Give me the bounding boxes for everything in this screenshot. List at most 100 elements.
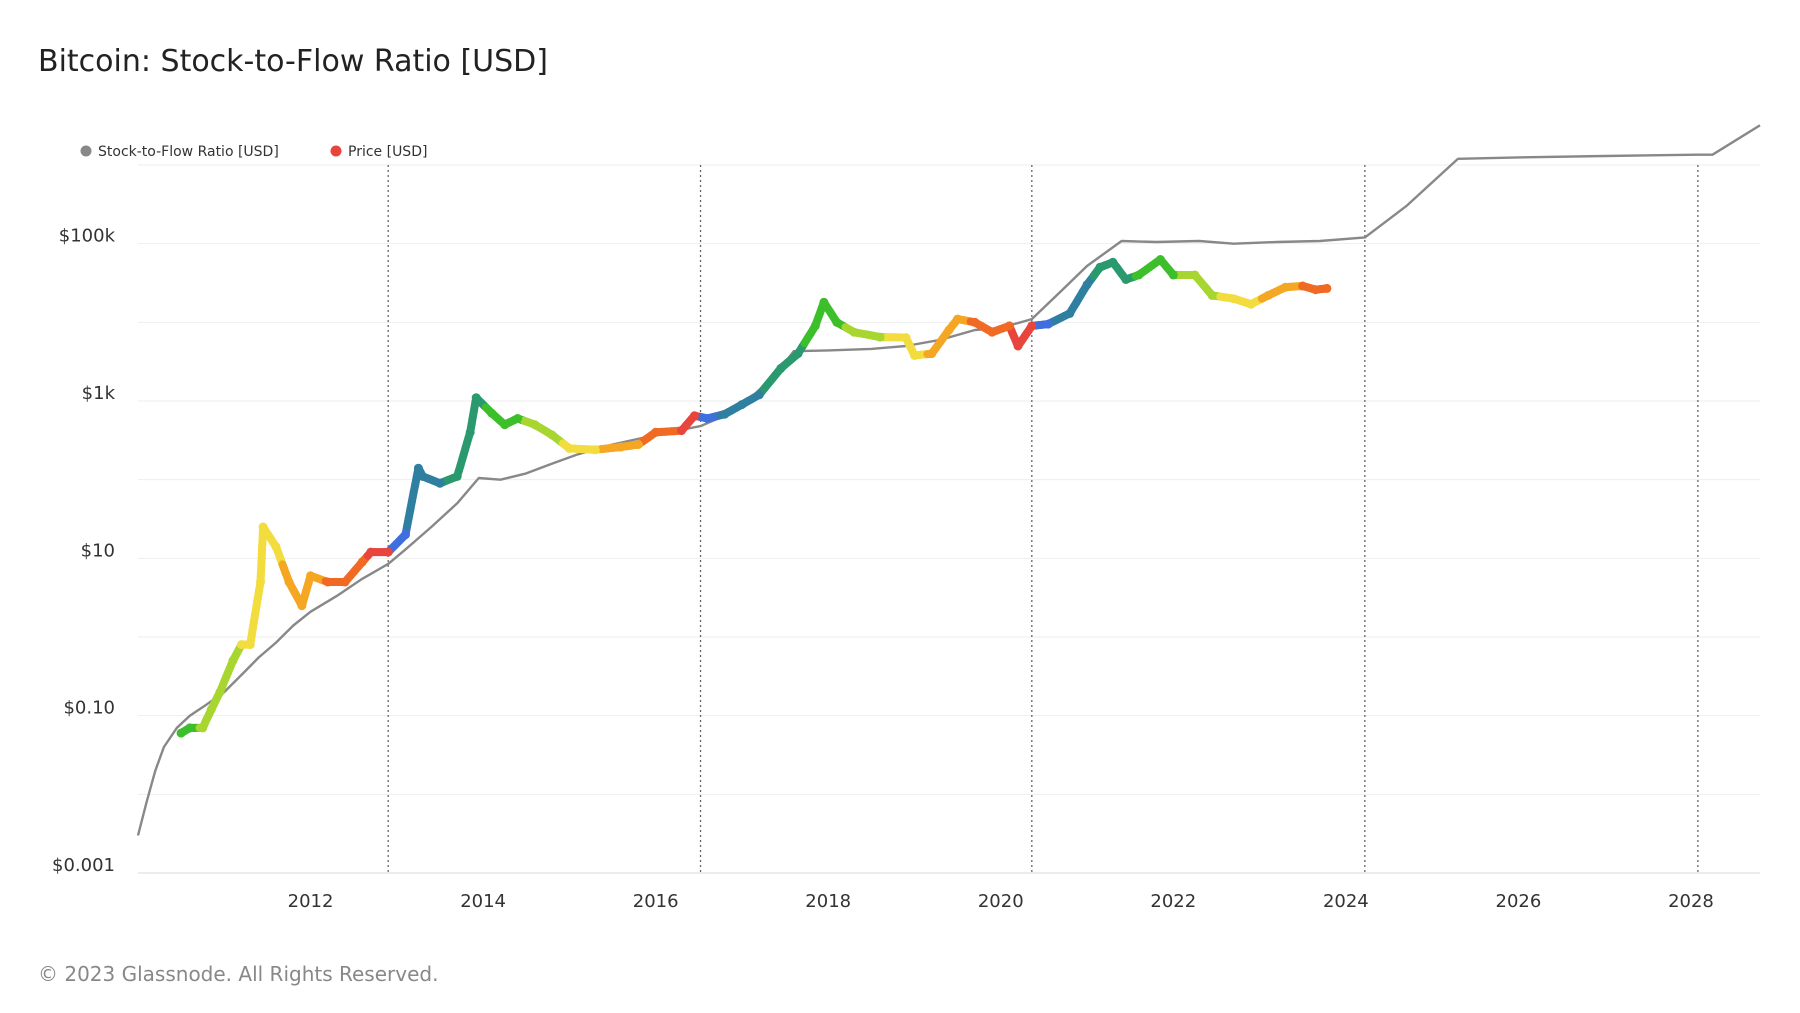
price-point (1322, 283, 1332, 293)
price-point (633, 440, 643, 449)
price-point (383, 547, 393, 557)
price-point (284, 577, 294, 587)
price-point (500, 420, 510, 430)
price-point (590, 445, 600, 455)
price-point (1155, 255, 1165, 264)
price-point (176, 728, 186, 738)
price-point (340, 577, 350, 587)
price-point (1043, 319, 1053, 329)
x-axis: 2012 2014 2016 2018 2020 2022 2024 2026 2028 (288, 891, 1714, 912)
price-point (901, 333, 911, 343)
x-tick-label: 2018 (805, 891, 851, 912)
legend-label: Stock-to-Flow Ratio [USD] (98, 144, 279, 160)
x-tick-label: 2016 (633, 891, 679, 912)
price-point (737, 400, 747, 410)
x-tick-label: 2026 (1496, 891, 1542, 912)
y-tick-label: $0.10 (63, 698, 115, 719)
price-point (1298, 281, 1308, 291)
legend-marker (80, 145, 92, 157)
price-point (927, 349, 937, 359)
s2f-line (136, 124, 1761, 836)
price-point (323, 577, 333, 587)
x-tick-label: 2014 (460, 891, 506, 912)
price-point (513, 414, 523, 423)
price-point (401, 530, 410, 540)
price-point (616, 442, 626, 452)
price-point (1246, 299, 1256, 309)
x-tick-label: 2012 (288, 891, 334, 912)
legend: Stock-to-Flow Ratio [USD] Price [USD] (80, 144, 427, 160)
price-point (776, 363, 786, 373)
price-point (953, 314, 963, 324)
y-tick-label: $1k (82, 383, 116, 404)
price-point (720, 409, 730, 419)
price-point (651, 427, 661, 437)
price-point (1281, 282, 1290, 292)
price-point (1004, 321, 1014, 331)
price-point (297, 601, 307, 611)
price-point (1229, 294, 1239, 304)
copyright-footer: © 2023 Glassnode. All Rights Reserved. (38, 962, 439, 986)
price-point (258, 522, 268, 532)
price-point (987, 327, 997, 337)
price-point (677, 426, 686, 436)
price-point (465, 427, 475, 437)
y-tick-label: $10 (81, 540, 115, 561)
legend-label: Price [USD] (348, 144, 427, 160)
price-point (256, 577, 265, 587)
price-point (306, 571, 316, 581)
price-point (418, 471, 428, 481)
price-point (970, 317, 980, 327)
price-point (487, 408, 497, 418)
price-point (832, 317, 842, 327)
price-point (1108, 257, 1118, 267)
chart-canvas: $0.001$0.10$10$1k$100k 2012 2014 2016 2018 2… (52, 124, 1761, 912)
price-point (228, 656, 238, 666)
price-point (271, 542, 281, 552)
x-tick-label: 2022 (1150, 891, 1196, 912)
series-group (136, 124, 1761, 836)
grid-lines (138, 164, 1760, 874)
price-point (564, 443, 574, 453)
price-point (471, 393, 481, 403)
price-point (810, 321, 820, 331)
price-point (413, 463, 423, 473)
x-tick-label: 2028 (1668, 891, 1714, 912)
price-point (237, 640, 246, 650)
price-point (530, 420, 540, 430)
price-point (357, 557, 367, 567)
price-point (452, 471, 462, 481)
price-point (198, 723, 208, 733)
legend-marker (330, 145, 342, 157)
price-point (245, 640, 255, 650)
price-point (793, 349, 803, 359)
price-point (1095, 262, 1105, 272)
y-axis: $0.001 $0.10 $10 $1k $100k (52, 226, 116, 876)
price-point (702, 414, 712, 423)
price-point (1168, 270, 1178, 280)
price-point (875, 332, 885, 342)
price-point (435, 478, 445, 488)
price-point (1263, 290, 1273, 300)
price-point (215, 687, 225, 697)
price-point (1082, 280, 1092, 290)
price-point (1121, 275, 1131, 284)
x-tick-label: 2020 (978, 891, 1024, 912)
price-point (754, 390, 764, 400)
price-point (1027, 321, 1037, 331)
price-point (944, 325, 954, 335)
price-point (1207, 290, 1217, 300)
price-point (366, 547, 376, 557)
price-point (547, 430, 557, 440)
y-tick-label: $0.001 (52, 855, 115, 876)
price-point (1134, 270, 1144, 280)
price-point (910, 350, 919, 360)
x-tick-label: 2024 (1323, 891, 1369, 912)
chart-title: Bitcoin: Stock-to-Flow Ratio [USD] (38, 44, 548, 79)
price-point (185, 723, 195, 733)
price-point (1311, 285, 1321, 295)
price-point (849, 327, 859, 337)
price-point (819, 297, 829, 307)
price-point (1013, 341, 1023, 351)
price-point (1190, 270, 1200, 280)
